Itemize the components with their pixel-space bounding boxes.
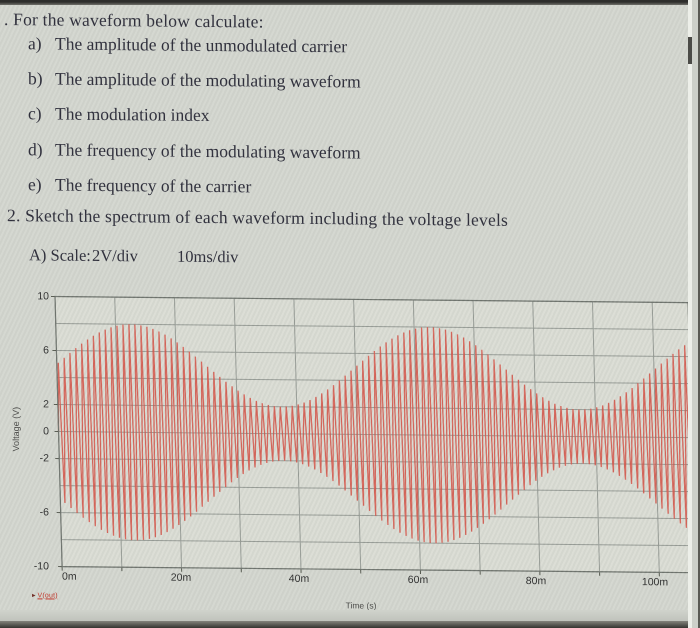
screen-edge-right-border	[698, 0, 700, 628]
x-tick-label: 80m	[525, 575, 547, 588]
screen-edge-top	[0, 0, 700, 5]
scale-label: A) Scale:	[29, 245, 91, 265]
gridline-horizontal	[55, 323, 689, 331]
x-tick-label: 20m	[170, 571, 192, 584]
y-axis-title: Voltage (V)	[11, 406, 21, 452]
item-label: a)	[28, 33, 42, 54]
list-item: c) The modulation index	[28, 104, 361, 142]
y-tick-label: -6	[39, 506, 49, 519]
chart-legend: ▸ V(out)	[32, 591, 58, 599]
am-waveform-chart	[51, 295, 696, 577]
screen-edge-right	[692, 0, 700, 628]
screen-edge-bottom	[0, 621, 700, 628]
question2-text: 2. Sketch the spectrum of each waveform …	[7, 205, 509, 230]
list-item: b) The amplitude of the modulating wavef…	[28, 68, 361, 106]
item-text: The modulation index	[55, 103, 210, 126]
y-tick-label: -10	[33, 560, 49, 573]
y-tick-label: 2	[43, 398, 49, 411]
x-tick-label: 0m	[62, 570, 77, 583]
item-text: The amplitude of the modulating waveform	[55, 68, 361, 92]
y-tick-label: 10	[37, 290, 49, 303]
list-item: d) The frequency of the modulating wavef…	[28, 139, 361, 177]
list-item: a) The amplitude of the unmodulated carr…	[28, 33, 361, 71]
question1-list: a) The amplitude of the unmodulated carr…	[28, 33, 361, 212]
scale-voltage-value: 2V/div	[92, 245, 138, 266]
x-tick-label: 40m	[288, 572, 310, 585]
item-label: d)	[28, 138, 43, 159]
item-label: e)	[28, 174, 42, 195]
legend-trace-name: V(out)	[37, 591, 58, 600]
item-text: The frequency of the carrier	[55, 174, 252, 197]
gridline-horizontal	[57, 377, 691, 385]
x-tick-label: 100m	[641, 576, 669, 589]
gridline-horizontal	[56, 350, 690, 358]
screen-edge-bottom-band	[0, 610, 700, 621]
question1-intro: . For the waveform below calculate:	[4, 9, 264, 32]
screen-edge-dark-mark	[688, 37, 692, 64]
x-tick-label: 60m	[407, 573, 429, 587]
item-label: c)	[28, 103, 42, 124]
gridline-horizontal	[61, 539, 695, 547]
item-text: The frequency of the modulating waveform	[55, 139, 361, 163]
y-tick-label: 6	[43, 344, 49, 357]
item-label: b)	[28, 68, 43, 89]
y-tick-label: -2	[39, 452, 49, 465]
item-text: The amplitude of the unmodulated carrier	[55, 33, 348, 57]
am-waveform-trace	[57, 324, 694, 544]
legend-marker-icon: ▸	[32, 592, 36, 600]
screen-edge-right-highlight	[688, 0, 692, 628]
scale-time-value: 10ms/div	[177, 246, 239, 267]
y-tick-label: 0	[43, 425, 49, 438]
